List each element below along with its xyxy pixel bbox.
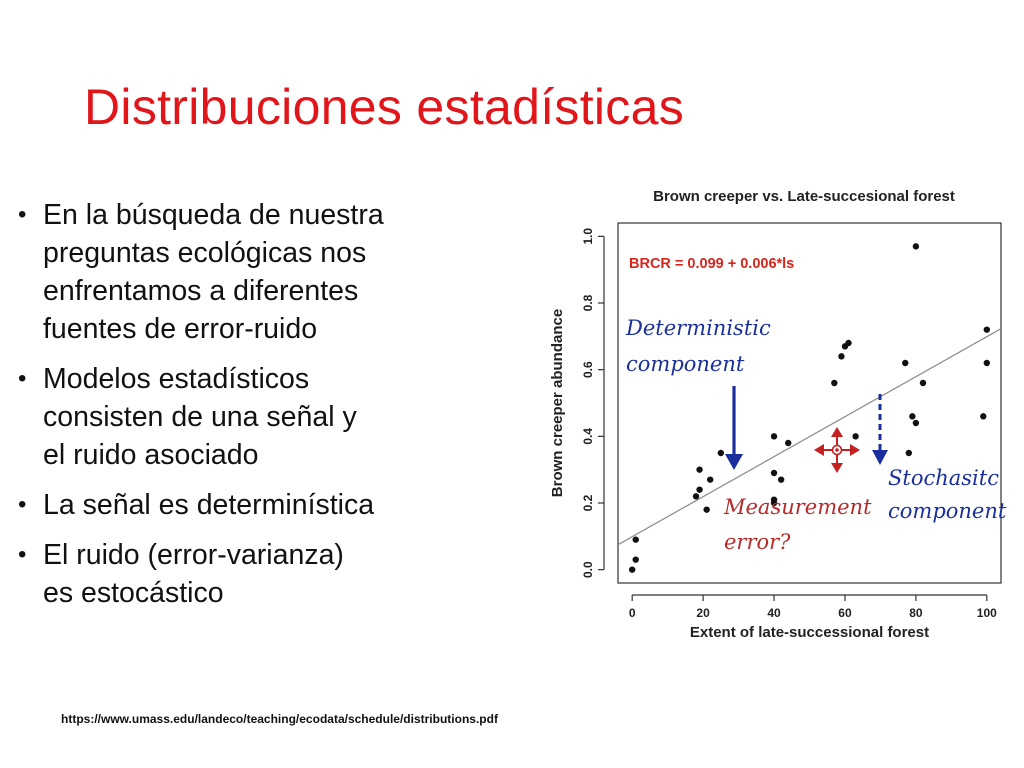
- bullet-dot: •: [18, 201, 27, 228]
- data-point: [707, 476, 714, 483]
- measurement-label-line1: Measurement: [723, 495, 872, 519]
- data-point: [717, 449, 725, 457]
- data-point: [852, 433, 859, 440]
- x-tick-label: 100: [977, 606, 997, 620]
- y-tick-label: 0.8: [581, 294, 595, 311]
- x-axis-label: Extent of late-successional forest: [690, 624, 929, 641]
- x-tick-label: 0: [629, 606, 636, 620]
- x-tick-label: 20: [696, 606, 710, 620]
- data-point: [831, 379, 838, 387]
- data-point: [838, 353, 845, 360]
- data-point: [770, 496, 778, 503]
- y-axis-label: Brown creeper abundance: [549, 309, 566, 497]
- bullet-dot: •: [18, 491, 27, 518]
- bullet-item: • La señal es determinística: [16, 486, 466, 524]
- x-tick-label: 60: [838, 606, 852, 620]
- bullet-dot: •: [18, 541, 27, 568]
- deterministic-label-line2: component: [626, 352, 745, 376]
- data-point: [909, 413, 916, 420]
- data-point: [902, 359, 909, 367]
- y-tick-label: 0.0: [581, 561, 595, 578]
- data-point: [632, 536, 639, 543]
- data-point: [983, 326, 991, 333]
- bullet-text-line: La señal es determinística: [43, 489, 375, 521]
- deterministic-label-line1: Deterministic: [625, 316, 771, 340]
- x-tick-label: 40: [767, 606, 781, 620]
- data-point: [628, 566, 636, 573]
- y-tick-label: 0.2: [581, 494, 595, 511]
- bullet-text-line: El ruido (error-varianza): [43, 539, 344, 571]
- data-point: [845, 339, 852, 347]
- y-tick-label: 1.0: [581, 228, 595, 245]
- data-point: [696, 486, 703, 493]
- chart-background: [536, 178, 1024, 648]
- regression-line: [617, 328, 1002, 546]
- stochastic-label-line1: Stochasitc: [888, 466, 999, 490]
- bullet-item: • El ruido (error-varianza) es estocástico: [16, 536, 466, 612]
- data-point: [770, 433, 778, 440]
- measurement-error-cross-icon: [814, 427, 860, 473]
- data-point: [905, 449, 912, 457]
- scatter-chart: Brown creeper vs. Late-succesional fores…: [536, 178, 1024, 648]
- bullet-text-line: preguntas ecológicas nos: [43, 237, 367, 269]
- data-point: [919, 379, 927, 387]
- bullet-text-line: es estocástico: [43, 577, 224, 609]
- bullet-item: • Modelos estadísticos consisten de una se…: [16, 360, 466, 474]
- source-url: https://www.umass.edu/landeco/teaching/e…: [61, 712, 498, 726]
- x-axis: 0 20 40 60 80 100: [629, 594, 997, 620]
- bullet-dot: •: [18, 365, 27, 392]
- bullet-item: • En la búsqueda de nuestra preguntas ecol…: [16, 196, 466, 348]
- deterministic-arrowhead: [725, 454, 743, 470]
- data-point: [980, 413, 987, 420]
- bullet-text-line: enfrentamos a diferentes: [43, 275, 359, 307]
- data-point: [912, 419, 920, 427]
- y-tick-label: 0.6: [581, 361, 595, 378]
- y-tick-label: 0.4: [581, 428, 595, 445]
- plot-frame: [617, 222, 1002, 584]
- y-axis: 0.0 0.2 0.4 0.6 0.8 1.0: [581, 228, 605, 578]
- slide-title: Distribuciones estadísticas: [84, 79, 685, 135]
- data-point: [696, 466, 703, 473]
- bullet-text-line: Modelos estadísticos: [43, 363, 310, 395]
- data-points: [628, 243, 991, 573]
- stochastic-annotation: Stochasitc component: [872, 394, 1007, 523]
- regression-equation: BRCR = 0.099 + 0.006*ls: [629, 256, 794, 272]
- chart-title: Brown creeper vs. Late-succesional fores…: [653, 188, 955, 205]
- x-tick-label: 80: [909, 606, 923, 620]
- measurement-label-line2: error?: [724, 530, 791, 554]
- data-point: [983, 359, 991, 367]
- data-point: [777, 476, 785, 483]
- bullet-text-line: consisten de una señal y: [43, 401, 357, 433]
- data-point: [692, 493, 700, 500]
- stochastic-label-line2: component: [888, 499, 1007, 523]
- bullet-text-line: el ruido asociado: [43, 439, 259, 471]
- bullet-text-line: En la búsqueda de nuestra: [43, 199, 384, 231]
- bullet-list: • En la búsqueda de nuestra preguntas ecol…: [16, 196, 466, 624]
- bullet-text-line: fuentes de error-ruido: [43, 313, 318, 345]
- measurement-annotation: Measurement error?: [723, 427, 872, 554]
- deterministic-annotation: Deterministic component: [625, 316, 771, 470]
- data-point: [632, 556, 639, 563]
- data-point: [770, 469, 778, 477]
- stochastic-arrowhead: [872, 450, 888, 465]
- data-point: [912, 243, 920, 250]
- data-point: [703, 506, 710, 513]
- data-point: [785, 439, 792, 447]
